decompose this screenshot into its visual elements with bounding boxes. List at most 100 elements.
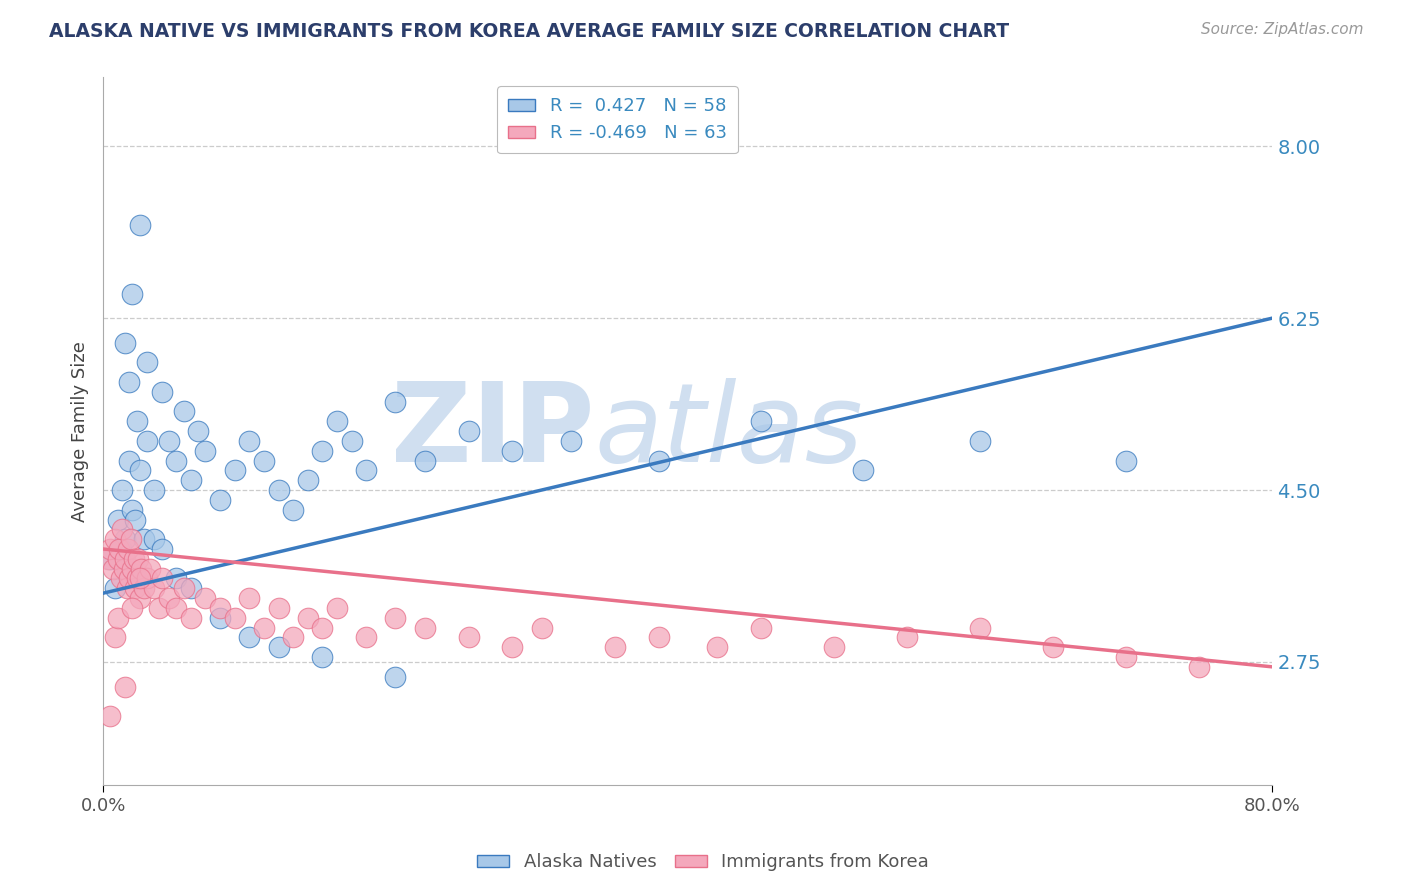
Point (124, 512, 146, 526)
Point (143, 532, 166, 546)
Point (114, 532, 136, 546)
Point (103, 561, 125, 575)
Point (281, 631, 304, 645)
Point (209, 601, 232, 615)
Point (100, 541, 122, 556)
Point (1188, 660, 1211, 674)
Point (852, 463, 875, 477)
Point (224, 611, 246, 625)
Point (647, 631, 669, 645)
Point (128, 591, 150, 606)
Point (413, 453, 436, 467)
Point (238, 631, 260, 645)
Point (150, 384, 173, 399)
Legend: R =  0.427   N = 58, R = -0.469   N = 63: R = 0.427 N = 58, R = -0.469 N = 63 (498, 87, 738, 153)
Point (180, 582, 202, 596)
Point (209, 611, 232, 625)
Point (128, 218, 150, 232)
Point (104, 532, 127, 546)
Point (1115, 453, 1137, 467)
Point (107, 512, 129, 526)
Point (129, 561, 152, 575)
Point (384, 394, 406, 409)
Point (111, 483, 134, 497)
Point (354, 631, 377, 645)
Point (148, 601, 170, 615)
Point (114, 335, 136, 350)
Text: ALASKA NATIVE VS IMMIGRANTS FROM KOREA AVERAGE FAMILY SIZE CORRELATION CHART: ALASKA NATIVE VS IMMIGRANTS FROM KOREA A… (49, 22, 1010, 41)
Point (165, 601, 187, 615)
Point (749, 621, 772, 635)
Point (127, 551, 149, 566)
Point (143, 483, 166, 497)
Y-axis label: Average Family Size: Average Family Size (72, 341, 89, 522)
Point (121, 286, 143, 301)
Point (1115, 650, 1137, 665)
Point (253, 453, 276, 467)
Point (173, 582, 195, 596)
Point (501, 640, 523, 655)
Point (118, 453, 141, 467)
Text: Source: ZipAtlas.com: Source: ZipAtlas.com (1201, 22, 1364, 37)
Point (969, 621, 991, 635)
Point (157, 591, 180, 606)
Text: ZIP: ZIP (391, 377, 595, 484)
Point (311, 621, 333, 635)
Point (173, 404, 195, 418)
Point (354, 463, 377, 477)
Point (136, 434, 159, 448)
Point (326, 601, 349, 615)
Point (253, 621, 276, 635)
Point (238, 591, 260, 606)
Point (501, 443, 523, 458)
Point (136, 355, 159, 369)
Point (165, 571, 187, 585)
Point (120, 532, 142, 546)
Point (187, 424, 209, 438)
Point (136, 571, 159, 585)
Point (823, 640, 845, 655)
Point (749, 414, 772, 428)
Point (311, 443, 333, 458)
Point (128, 463, 150, 477)
Point (100, 551, 122, 566)
Point (165, 453, 187, 467)
Point (384, 670, 406, 684)
Point (297, 473, 319, 487)
Point (117, 541, 139, 556)
Point (560, 434, 582, 448)
Point (281, 502, 304, 516)
Point (114, 551, 136, 566)
Point (150, 571, 173, 585)
Point (111, 522, 134, 536)
Point (706, 640, 728, 655)
Text: atlas: atlas (595, 377, 863, 484)
Point (125, 414, 148, 428)
Point (413, 621, 436, 635)
Point (157, 434, 180, 448)
Point (114, 680, 136, 694)
Point (139, 561, 162, 575)
Legend: Alaska Natives, Immigrants from Korea: Alaska Natives, Immigrants from Korea (470, 847, 936, 879)
Point (104, 631, 127, 645)
Point (125, 571, 148, 585)
Point (143, 582, 166, 596)
Point (224, 463, 246, 477)
Point (267, 601, 290, 615)
Point (108, 541, 131, 556)
Point (115, 582, 138, 596)
Point (110, 541, 132, 556)
Point (121, 502, 143, 516)
Point (132, 532, 155, 546)
Point (132, 582, 155, 596)
Point (326, 414, 349, 428)
Point (107, 611, 129, 625)
Point (267, 640, 290, 655)
Point (112, 561, 135, 575)
Point (340, 434, 363, 448)
Point (124, 582, 146, 596)
Point (107, 551, 129, 566)
Point (603, 640, 626, 655)
Point (180, 473, 202, 487)
Point (297, 611, 319, 625)
